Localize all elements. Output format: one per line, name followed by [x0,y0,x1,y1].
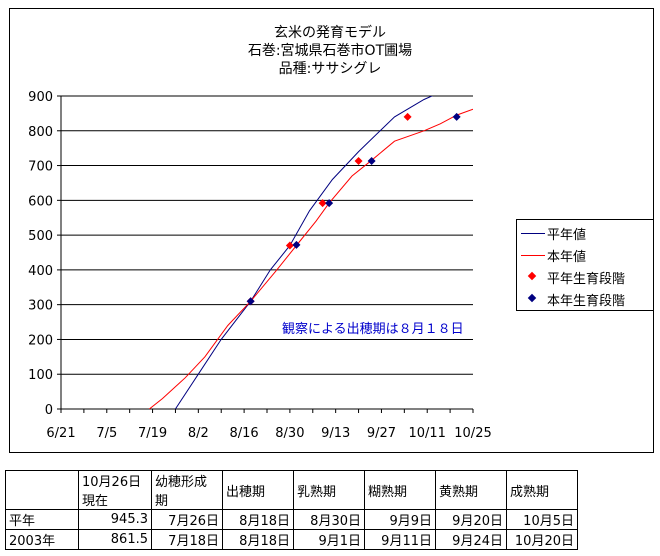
chart-panel: 玄米の発育モデル 石巻:宮城県石巻市OT圃場 品種:ササシグレ 0 100 200 3… [9,8,654,453]
table-header-cell: 出穂期 [222,470,294,510]
data-point [292,240,301,249]
table-header-cell: 幼穂形成 期 [151,470,223,510]
table-cell: 10月20日 [506,529,578,550]
table-header-cell: 乳熟期 [293,470,365,510]
legend-item-current-stage: 本年生育段階 [517,289,625,309]
table-row: 2003年 861.5 7月18日 8月18日 9月1日 9月11日 9月24日… [5,529,578,550]
data-point [452,112,461,121]
y-tick-label: 600 [28,194,53,209]
y-tick-label: 700 [28,160,53,175]
table-cell: 9月11日 [364,529,436,550]
legend-label: 本年値 [547,249,587,265]
heading-observation-note: 観察による出穂期は８月１８日 [282,322,464,337]
table-header-cell: 成熟期 [506,470,578,510]
y-tick-label: 500 [28,229,53,244]
data-point [318,199,327,208]
growth-stage-table: 10月26日 現在 幼穂形成 期 出穂期 乳熟期 糊熟期 黄熟期 成熟期 平年 … [5,470,578,550]
data-point [403,112,412,121]
y-tick-label: 900 [28,90,53,105]
data-point [246,297,255,306]
table-cell: 8月18日 [222,509,294,530]
table-header-cell: 10月26日 現在 [78,470,152,510]
y-tick-label: 200 [28,333,53,348]
x-tick-label: 6/21 [46,426,75,441]
series-line [148,108,473,409]
x-tick-label: 8/2 [188,426,209,441]
y-tick-label: 800 [28,125,53,140]
legend-item-current-line: 本年値 [517,245,586,265]
x-tick-label: 9/13 [321,426,350,441]
table-cell: 7月18日 [151,529,223,550]
table-cell: 平年 [5,509,79,530]
table-header-cell: 黄熟期 [435,470,507,510]
legend: 平年値 本年値 平年生育段階 本年生育段階 [516,219,654,311]
table-header-row: 10月26日 現在 幼穂形成 期 出穂期 乳熟期 糊熟期 黄熟期 成熟期 [5,470,578,510]
table-cell: 8月30日 [293,509,365,530]
y-tick-label: 400 [28,264,53,279]
x-tick-label: 10/11 [408,426,445,441]
x-tick-label: 7/5 [96,426,117,441]
table-header-cell [5,470,79,510]
table-cell: 2003年 [5,529,79,550]
table-row: 平年 945.3 7月26日 8月18日 8月30日 9月9日 9月20日 10… [5,509,578,530]
chart-plot: 0 100 200 300 400 500 600 700 800 900 6/21 7/5 7/19 8… [28,90,492,441]
x-tick-label: 10/25 [454,426,491,441]
table-cell: 9月24日 [435,529,507,550]
data-point [367,157,376,166]
table-cell: 861.5 [78,529,152,550]
table-header-cell: 糊熟期 [364,470,436,510]
legend-label: 平年生育段階 [547,271,626,287]
table-cell: 9月20日 [435,509,507,530]
data-point [325,199,334,208]
data-point [285,241,294,250]
x-tick-label: 7/19 [138,426,167,441]
legend-item-normal-line: 平年値 [517,223,586,243]
y-tick-label: 300 [28,299,53,314]
legend-label: 本年生育段階 [547,293,626,309]
table-cell: 9月9日 [364,509,436,530]
y-tick-label: 100 [28,368,53,383]
table-cell: 945.3 [78,509,152,530]
x-tick-label: 8/30 [275,426,304,441]
chart-title-line-1: 玄米の発育モデル [274,25,386,41]
legend-item-normal-stage: 平年生育段階 [517,267,625,287]
chart-title-line-3: 品種:ササシグレ [278,61,382,77]
table-cell: 10月5日 [506,509,578,530]
x-tick-label: 9/27 [367,426,396,441]
table-cell: 7月26日 [151,509,223,530]
table-cell: 8月18日 [222,529,294,550]
data-point [354,157,363,166]
chart-title-line-2: 石巻:宮城県石巻市OT圃場 [247,43,413,59]
series-line [174,96,434,409]
y-tick-label: 0 [45,403,53,418]
table-cell: 9月1日 [293,529,365,550]
legend-label: 平年値 [547,227,587,243]
x-tick-label: 8/16 [230,426,259,441]
